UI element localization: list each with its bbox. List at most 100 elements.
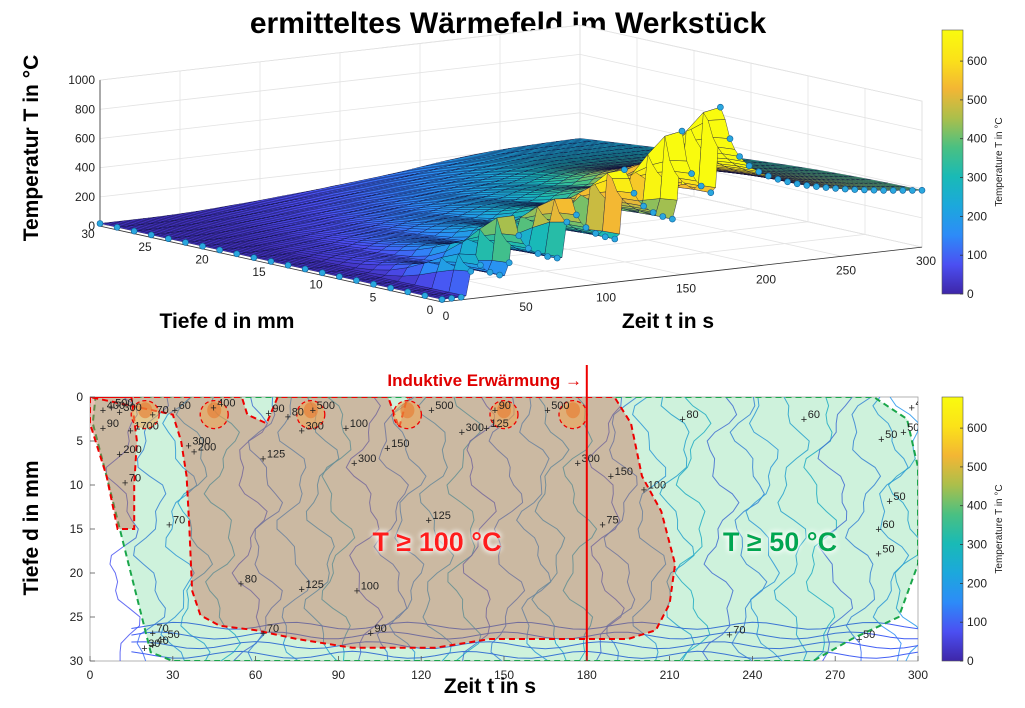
contour-line [531,397,570,661]
contour-label: 60 [179,400,191,412]
colorbar-surface-ticks: 0 100 200 300 400 500 600 [960,54,987,301]
edge-marker [678,127,686,135]
contour-marker: + [900,427,906,439]
contour-marker: + [909,403,915,415]
contour-line [131,641,918,650]
contour-marker: + [351,458,357,470]
x-tick-label: 30 [166,668,180,682]
contour-marker: + [141,643,147,655]
contour-line [702,397,740,661]
hot-spots [130,399,588,430]
edge-marker [216,246,223,254]
edge-marker [477,261,484,269]
z-tick-label: 800 [75,102,95,116]
y-tick-label: 30 [70,654,84,668]
surface-z-axis-label: Temperatur T in °C [20,55,43,242]
contour-line [276,397,311,661]
colorbar-tick-label: 600 [967,421,987,435]
contour-marker: + [310,405,316,417]
contour-lines [105,397,918,661]
edge-marker [563,218,571,226]
y-tick-label: 15 [70,522,84,536]
surface-y-axis-label: Tiefe d in mm [160,310,295,333]
contour-line [105,397,141,661]
edge-marker [165,235,172,242]
y-tick-label: 25 [70,610,84,624]
y-tick-label: 20 [195,252,209,266]
x-tick-label: 300 [916,254,936,268]
contour-label: 40 [916,398,928,410]
surface-tick-labels: 0200400600800100005010015020025030030252… [68,73,936,323]
contour-marker: + [127,425,133,437]
contour-label: 300 [123,402,141,414]
edge-marker [318,269,326,277]
contour-label: 125 [306,579,324,591]
edge-marker [793,180,801,188]
contour-label: 50 [882,544,894,556]
contour-marker: + [150,410,156,422]
contour-line [587,397,625,661]
contour-label: 50 [885,429,897,441]
x-tick-label: 180 [577,668,597,682]
edge-marker [611,235,619,243]
colorbar-contour-label: Temperature T in °C [994,484,1005,573]
edge-marker [421,292,429,299]
contour-line [418,397,455,661]
contour-line [674,397,712,661]
region-t-ge-100 [90,397,677,649]
contour-line [131,621,918,630]
contour-marker: + [726,630,732,642]
contour-marker: + [260,454,266,466]
contour-label: 200 [123,444,141,456]
edge-marker [803,182,811,189]
contour-line [388,397,427,661]
colorbar-contour-scale [941,396,964,662]
contour-marker: + [575,458,581,470]
contour-marker: + [238,579,244,591]
edge-marker [755,168,763,176]
edge-marker [496,271,503,279]
contour-label: 300 [582,453,600,465]
edge-marker [861,186,868,194]
contour-marker: + [210,403,216,415]
colorbar-contour-ticks: 0 100 200 300 400 500 600 [960,421,987,668]
colorbar-contour: 0 100 200 300 400 500 600 Temperature T in °C [941,396,1005,668]
contour-line [462,397,497,661]
surface-mesh [96,103,926,303]
contour-marker: + [172,405,178,417]
contour-label: 50 [907,422,919,434]
contour-line [373,397,412,661]
contour-line [321,397,356,661]
contour-label: 80 [292,406,304,418]
edge-marker [822,184,830,191]
z-tick-label: 0 [88,219,95,233]
contour-marker: + [856,634,862,646]
colorbar-tick-label: 400 [967,499,987,513]
y-tick-label: 5 [76,434,83,448]
contour-label: 50 [924,553,936,565]
contour-label: 50 [863,629,875,641]
x-tick-label: 60 [249,668,263,682]
contour-label: 75 [606,515,618,527]
edge-marker [832,185,839,192]
contour-line [632,397,667,661]
contour-marker: + [483,423,489,435]
y-tick-label: 15 [252,265,266,279]
edge-marker [649,209,657,216]
contour-label: 100 [648,479,666,491]
surface-plot: 0200400600800100005010015020025030030252… [20,24,936,333]
edge-marker [130,227,138,235]
contour-marker: + [299,584,305,596]
colorbar-surface-label: Temperature T in °C [994,117,1005,206]
colorbar-tick-label: 200 [967,576,987,590]
contour-line [729,397,768,661]
contour-marker: + [260,628,266,640]
contour-marker: + [265,408,271,420]
y-tick-label: 25 [138,240,152,254]
edge-marker [899,187,907,194]
edge-marker [841,185,849,193]
y-tick-label: 0 [427,303,434,317]
edge-marker [233,250,241,258]
